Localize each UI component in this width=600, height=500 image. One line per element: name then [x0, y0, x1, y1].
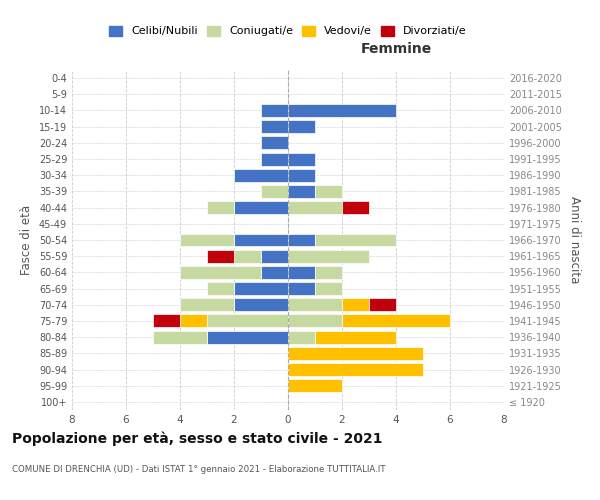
- Bar: [180, 266, 261, 279]
- Bar: [315, 282, 342, 295]
- Bar: [315, 185, 342, 198]
- Bar: [342, 298, 369, 311]
- Bar: [288, 379, 342, 392]
- Bar: [207, 330, 288, 344]
- Bar: [234, 298, 288, 311]
- Bar: [234, 169, 288, 181]
- Bar: [288, 234, 315, 246]
- Y-axis label: Anni di nascita: Anni di nascita: [568, 196, 581, 284]
- Bar: [288, 330, 315, 344]
- Bar: [207, 250, 234, 262]
- Bar: [180, 314, 207, 328]
- Legend: Celibi/Nubili, Coniugati/e, Vedovi/e, Divorziati/e: Celibi/Nubili, Coniugati/e, Vedovi/e, Di…: [105, 21, 471, 41]
- Bar: [261, 136, 288, 149]
- Bar: [288, 250, 369, 262]
- Bar: [288, 185, 315, 198]
- Bar: [315, 330, 396, 344]
- Bar: [342, 314, 450, 328]
- Bar: [315, 234, 396, 246]
- Bar: [261, 185, 288, 198]
- Bar: [288, 314, 342, 328]
- Bar: [261, 250, 288, 262]
- Bar: [207, 201, 234, 214]
- Bar: [261, 104, 288, 117]
- Bar: [288, 347, 423, 360]
- Bar: [288, 169, 315, 181]
- Bar: [288, 363, 423, 376]
- Bar: [288, 152, 315, 166]
- Y-axis label: Fasce di età: Fasce di età: [20, 205, 33, 275]
- Bar: [369, 298, 396, 311]
- Bar: [234, 234, 288, 246]
- Bar: [315, 266, 342, 279]
- Bar: [234, 201, 288, 214]
- Bar: [288, 266, 315, 279]
- Bar: [261, 120, 288, 133]
- Bar: [288, 282, 315, 295]
- Bar: [153, 314, 180, 328]
- Bar: [180, 234, 234, 246]
- Bar: [261, 152, 288, 166]
- Bar: [288, 298, 342, 311]
- Bar: [288, 201, 342, 214]
- Bar: [261, 266, 288, 279]
- Text: Femmine: Femmine: [361, 42, 431, 56]
- Bar: [234, 282, 288, 295]
- Bar: [207, 314, 288, 328]
- Bar: [180, 298, 234, 311]
- Bar: [234, 250, 261, 262]
- Text: COMUNE DI DRENCHIA (UD) - Dati ISTAT 1° gennaio 2021 - Elaborazione TUTTITALIA.I: COMUNE DI DRENCHIA (UD) - Dati ISTAT 1° …: [12, 466, 386, 474]
- Bar: [288, 120, 315, 133]
- Bar: [153, 330, 207, 344]
- Bar: [288, 104, 396, 117]
- Bar: [342, 201, 369, 214]
- Bar: [207, 282, 234, 295]
- Text: Popolazione per età, sesso e stato civile - 2021: Popolazione per età, sesso e stato civil…: [12, 431, 383, 446]
